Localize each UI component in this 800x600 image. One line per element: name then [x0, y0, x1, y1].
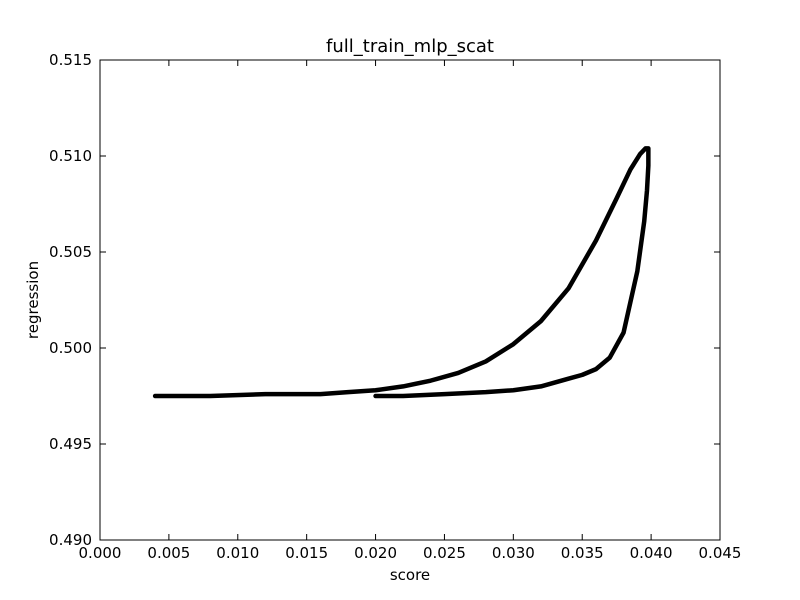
x-tick-label: 0.030: [492, 544, 535, 562]
plot-frame: [99, 59, 721, 541]
x-axis-label: score: [390, 566, 430, 584]
x-tick-label: 0.010: [216, 544, 259, 562]
x-tick-label: 0.045: [699, 544, 742, 562]
x-tick-label: 0.015: [285, 544, 328, 562]
x-tick-label: 0.020: [354, 544, 397, 562]
y-tick-label: 0.490: [49, 531, 92, 549]
y-axis-label: regression: [24, 261, 42, 339]
y-tick-label: 0.495: [49, 435, 92, 453]
series-line: [152, 146, 651, 399]
x-tick-label: 0.035: [561, 544, 604, 562]
x-axis: 0.000 0.005 0.010 0.015 0.020 0.025 0.030 0.035…: [79, 60, 742, 562]
x-tick-label: 0.025: [423, 544, 466, 562]
y-tick-label: 0.505: [49, 243, 92, 261]
chart-title: full_train_mlp_scat: [326, 36, 494, 57]
y-tick-label: 0.500: [49, 339, 92, 357]
y-axis: 0.490 0.495 0.500 0.505 0.510 0.515: [49, 51, 720, 549]
x-tick-label: 0.000: [79, 544, 122, 562]
y-tick-label: 0.510: [49, 147, 92, 165]
x-tick-label: 0.005: [147, 544, 190, 562]
y-tick-label: 0.515: [49, 51, 92, 69]
x-tick-label: 0.040: [630, 544, 673, 562]
